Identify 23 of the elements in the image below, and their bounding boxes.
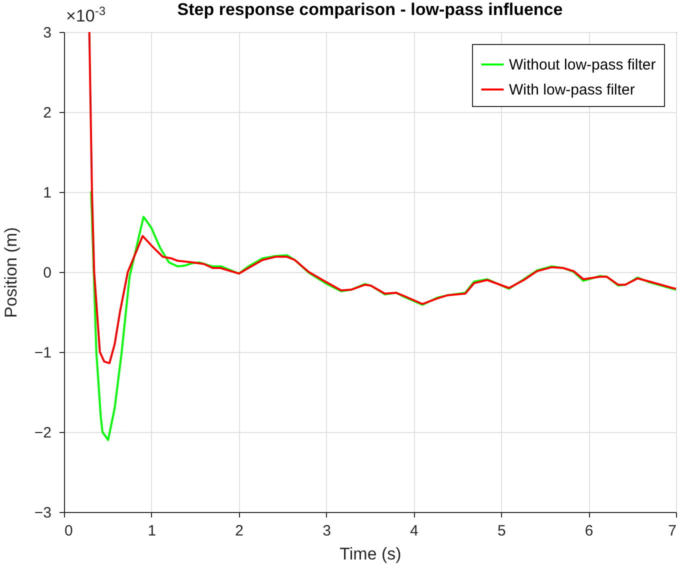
line-series — [88, 32, 676, 364]
y-tick-label: 0 — [43, 264, 52, 282]
legend-label: Without low-pass filter — [509, 56, 656, 74]
y-tick-label: 3 — [43, 24, 52, 42]
y-tick-label: 2 — [43, 104, 52, 122]
x-tick-label: 2 — [235, 522, 244, 540]
legend-label: With low-pass filter — [509, 82, 635, 98]
x-tick-label: 5 — [497, 522, 506, 540]
chart-title: Step response comparison - low-pass influence — [177, 0, 563, 19]
y-axis-title: Position (m) — [1, 227, 20, 318]
x-tick-label: 6 — [584, 522, 594, 540]
text: ×10$^{-3}$ — [66, 4, 106, 27]
x-tick-label: 1 — [148, 522, 156, 540]
x-tick-label: 0 — [64, 522, 73, 540]
x-tick-label: 4 — [410, 522, 418, 540]
line-series — [90, 191, 676, 441]
y-tick-label: 1 — [43, 184, 52, 202]
y-tick-label: −3 — [34, 504, 52, 522]
y-tick-label: −2 — [34, 424, 52, 442]
x-tick-label: 7 — [668, 522, 676, 540]
x-tick-label: 3 — [322, 522, 331, 540]
y-tick-label: −1 — [34, 344, 52, 362]
x-axis-title: Time (s) — [340, 544, 402, 564]
